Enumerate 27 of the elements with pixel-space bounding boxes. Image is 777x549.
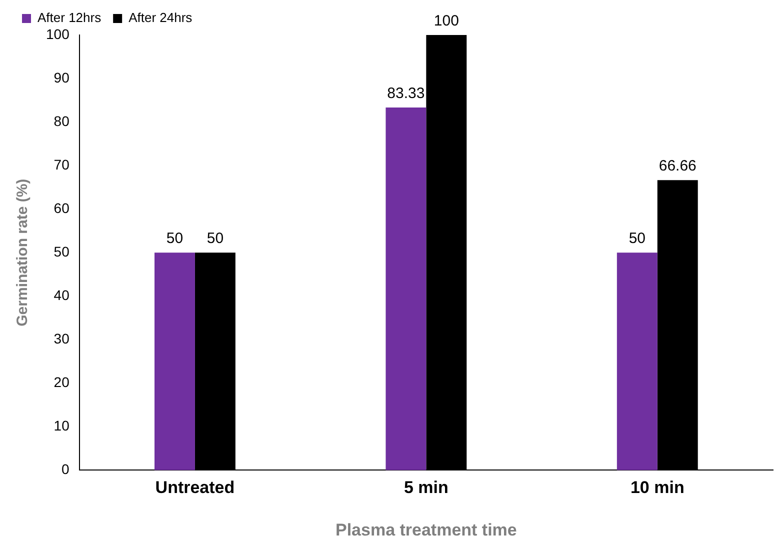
- data-label: 83.33: [387, 85, 425, 102]
- y-tick-label: 50: [54, 243, 70, 260]
- data-label: 66.66: [658, 158, 696, 175]
- y-tick-label: 60: [54, 200, 70, 216]
- data-label: 50: [628, 230, 646, 248]
- x-tick-label: 5 min: [404, 478, 448, 498]
- y-tick-label: 0: [62, 461, 70, 478]
- y-tick-label: 30: [54, 330, 70, 346]
- y-tick-label: 40: [54, 286, 70, 303]
- bar: [386, 108, 426, 470]
- y-tick-label: 70: [54, 156, 70, 172]
- bar: [154, 252, 195, 470]
- y-tick-label: 80: [54, 112, 70, 129]
- legend-label: After 12hrs: [38, 10, 102, 26]
- y-tick-label: 100: [46, 26, 70, 42]
- x-tick-label: 10 min: [630, 478, 684, 498]
- data-label: 50: [206, 230, 224, 248]
- bar: [616, 252, 658, 470]
- legend-label: After 24hrs: [128, 10, 193, 26]
- x-tick-label: Untreated: [155, 478, 235, 498]
- data-label: 50: [166, 230, 184, 248]
- y-tick-label: 20: [54, 374, 70, 390]
- x-axis-title: Plasma treatment time: [335, 520, 517, 540]
- y-axis-title: Germination rate (%): [14, 178, 32, 326]
- data-label: 100: [434, 12, 459, 30]
- y-tick-label: 90: [54, 69, 70, 86]
- y-tick-label: 10: [54, 418, 70, 434]
